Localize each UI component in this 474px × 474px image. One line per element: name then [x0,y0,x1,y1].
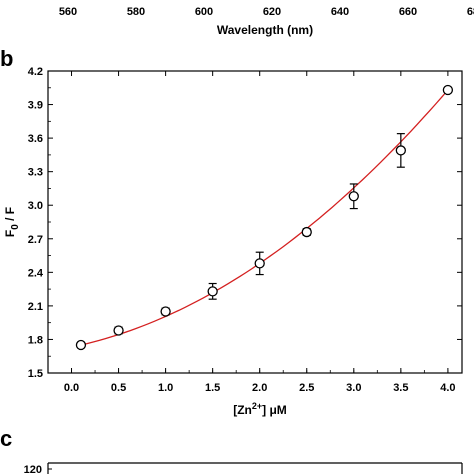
y-axis-label: F0 / F [3,207,21,237]
y-tick-label: 1.5 [28,368,43,380]
top-tick-label: 600 [195,6,213,18]
plot-frame [47,70,463,374]
y-tick-label: 2.7 [28,234,43,246]
y-tick-label: 3.0 [28,200,43,212]
y-tick-label: 2.1 [28,301,43,313]
data-points [75,84,454,351]
x-tick-label: 2.5 [299,382,314,394]
data-point [75,339,87,351]
top-tick-label: 680 [467,6,474,18]
top-tick-label: 660 [399,6,417,18]
fit-curve [80,89,449,346]
x-tick-label: 1.0 [158,382,173,394]
x-ticks: 0.0 0.5 1.0 1.5 2.0 2.5 3.0 3.5 4.0 [47,71,456,394]
y-tick-label: 4.2 [28,66,43,78]
ylabel-tail: / F [3,207,17,224]
x-tick-label: 4.0 [440,382,455,394]
data-point [207,286,218,297]
panel-label-c: c [0,426,12,451]
x-tick-label: 2.0 [252,382,267,394]
top-tick-label: 580 [127,6,145,18]
data-point [254,258,265,269]
data-point [395,145,406,156]
x-tick-label: 0.5 [111,382,126,394]
plot-c-y-tick-label: 120 [24,464,42,474]
x-tick-label: 1.5 [205,382,220,394]
y-tick-label: 2.4 [28,267,44,279]
data-point [160,306,171,317]
y-tick-label: 1.8 [28,334,43,346]
xlabel-superscript: 2+ [252,401,262,411]
top-xlabel: Wavelength (nm) [217,23,313,37]
y-tick-label: 3.3 [28,167,43,179]
xlabel-base: [Zn [233,403,252,417]
data-point [113,325,124,336]
ylabel-subscript: 0 [10,224,21,230]
data-point [301,226,312,238]
xlabel-tail: ] μM [262,403,287,417]
x-tick-label: 3.0 [346,382,361,394]
panel-label-b: b [0,46,13,71]
y-tick-label: 3.9 [28,100,43,112]
plot-c: 120 [24,462,463,474]
top-tick-label: 560 [59,6,77,18]
plot-b: 0.0 0.5 1.0 1.5 2.0 2.5 3.0 3.5 4.0 1.5 1.8 2.1 2.4… [3,66,463,417]
x-tick-label: 3.5 [393,382,408,394]
top-tick-label: 620 [263,6,281,18]
data-point [442,84,454,96]
y-tick-label: 3.6 [28,133,43,145]
x-axis-label: [Zn2+] μM [233,401,287,417]
y-ticks: 1.5 1.8 2.1 2.4 2.7 3.0 3.3 3.6 3.9 4.2 [28,66,462,380]
top-panel: 560 580 600 620 640 660 680 Wavelength (nm) [59,6,474,37]
x-tick-label: 0.0 [64,382,79,394]
data-point [348,191,359,202]
top-tick-labels: 560 580 600 620 640 660 680 [59,6,474,18]
ylabel-F: F [3,230,17,237]
top-tick-label: 640 [331,6,349,18]
